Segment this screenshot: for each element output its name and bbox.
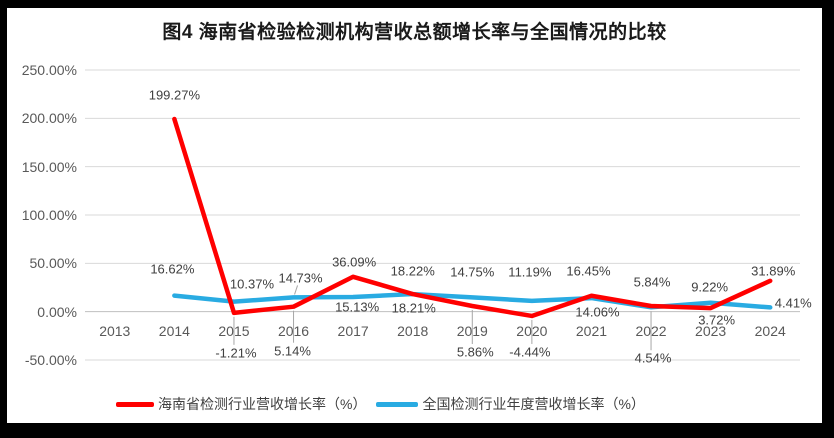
label-leader-line (294, 285, 299, 295)
chart-legend: 海南省检测行业营收增长率（%） 全国检测行业年度营收增长率（%） (116, 394, 645, 414)
legend-line-swatch-hainan (116, 401, 154, 407)
chart-title: 图4 海南省检验检测机构营收总额增长率与全国情况的比较 (162, 22, 667, 43)
legend-label-national: 全国检测行业年度营收增长率（%） (422, 396, 645, 412)
series-line-hainan (172, 116, 773, 319)
legend-line-swatch-national (376, 401, 419, 407)
legend-label-hainan: 海南省检测行业营收增长率（%） (158, 396, 367, 412)
